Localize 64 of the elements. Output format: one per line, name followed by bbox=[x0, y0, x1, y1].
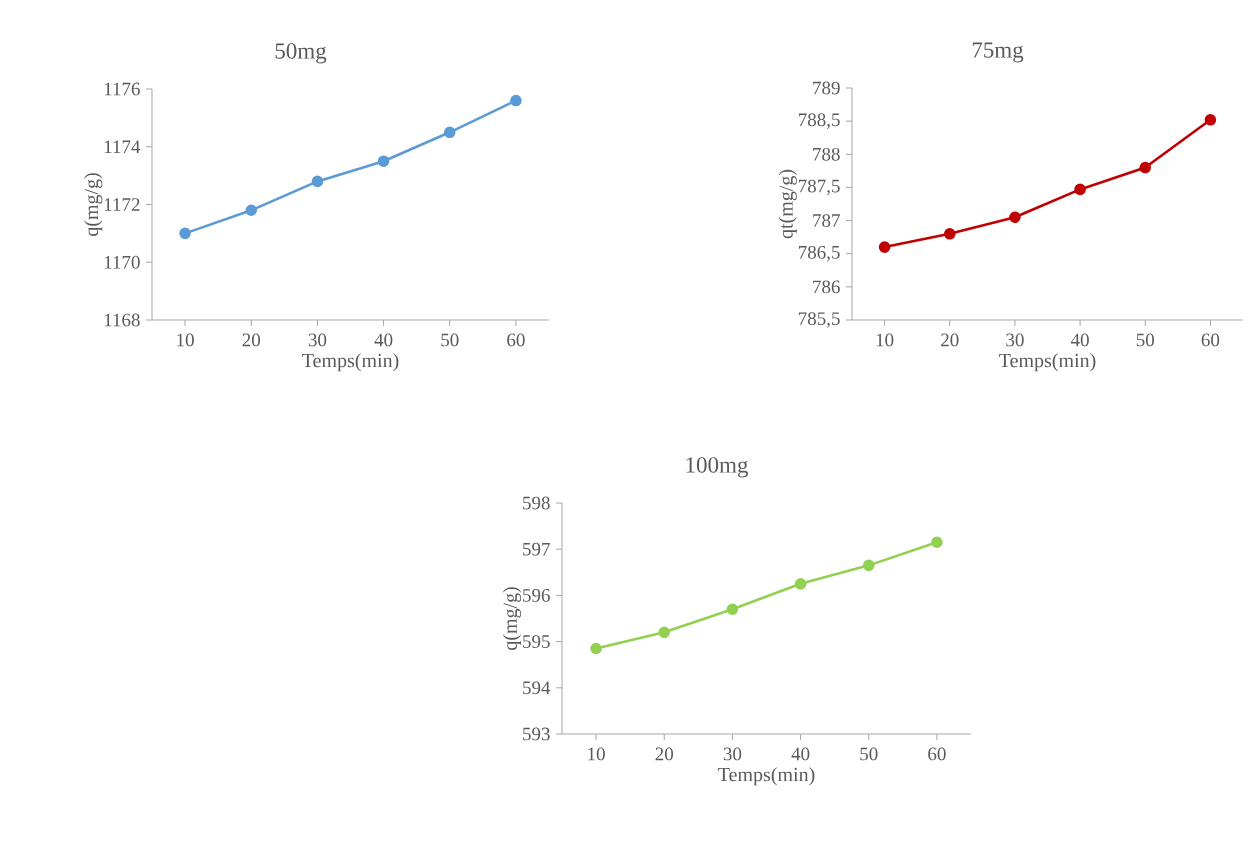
x-tick-label: 10 bbox=[876, 333, 894, 347]
x-tick-label: 20 bbox=[655, 747, 674, 761]
y-tick-label: 789 bbox=[813, 81, 840, 95]
y-tick-label: 1176 bbox=[104, 82, 140, 96]
point bbox=[931, 536, 943, 549]
y-tick-label: 1172 bbox=[104, 198, 140, 211]
point bbox=[862, 559, 875, 572]
y-tick-label: 786 bbox=[813, 280, 840, 294]
point bbox=[658, 626, 671, 639]
point bbox=[377, 155, 390, 167]
x-tick-label: 40 bbox=[1070, 333, 1089, 347]
point bbox=[590, 642, 602, 655]
x-tick-label: 20 bbox=[242, 333, 261, 347]
y-tick-label: 1168 bbox=[104, 313, 140, 327]
x-tick-label: 10 bbox=[588, 747, 605, 761]
y-tick-label: 788 bbox=[813, 147, 840, 161]
x-tick-label: 10 bbox=[177, 333, 194, 347]
point bbox=[1074, 183, 1086, 196]
point bbox=[179, 227, 191, 240]
x-tick-label: 40 bbox=[791, 747, 810, 761]
x-tick-label: 60 bbox=[1201, 333, 1220, 347]
y-tick-label: 787 bbox=[813, 214, 840, 227]
x-axis-title: Temps(min) bbox=[718, 767, 815, 786]
chart-title: 75mg bbox=[972, 42, 1024, 63]
x-axis-title: Temps(min) bbox=[999, 353, 1096, 372]
point bbox=[245, 204, 258, 217]
point bbox=[311, 175, 324, 188]
y-axis-title: q(mg/g) bbox=[502, 587, 522, 650]
y-tick-label: 787,5 bbox=[798, 179, 840, 196]
y-tick-label: 594 bbox=[523, 681, 551, 695]
x-tick-label: 30 bbox=[723, 747, 742, 761]
x-tick-label: 50 bbox=[441, 333, 459, 347]
y-tick-label: 598 bbox=[523, 496, 550, 510]
y-axis-title: qt(mg/g) bbox=[778, 169, 797, 239]
x-tick-label: 60 bbox=[507, 333, 525, 347]
point bbox=[1204, 114, 1217, 126]
point bbox=[1009, 211, 1021, 224]
y-tick-label: 593 bbox=[523, 727, 550, 741]
chart-title: 50mg bbox=[275, 43, 327, 64]
point bbox=[443, 126, 456, 139]
point bbox=[794, 578, 807, 590]
x-tick-label: 30 bbox=[308, 333, 327, 347]
y-tick-label: 785,5 bbox=[798, 312, 840, 328]
point bbox=[943, 228, 956, 240]
x-tick-label: 60 bbox=[928, 747, 946, 761]
y-tick-label: 1174 bbox=[104, 140, 141, 154]
y-tick-label: 1170 bbox=[104, 255, 140, 269]
x-tick-label: 50 bbox=[1136, 333, 1155, 347]
point bbox=[726, 603, 739, 616]
y-axis-title: q(mg/g) bbox=[84, 173, 103, 236]
chart-title: 100mg bbox=[686, 457, 749, 478]
y-tick-label: 788,5 bbox=[798, 113, 840, 129]
y-tick-label: 595 bbox=[523, 635, 550, 648]
y-tick-label: 596 bbox=[523, 589, 550, 602]
y-tick-label: 597 bbox=[523, 542, 550, 556]
y-tick-label: 786,5 bbox=[798, 245, 840, 262]
x-axis-title: Temps(min) bbox=[302, 353, 399, 372]
x-tick-label: 20 bbox=[941, 333, 959, 347]
x-tick-label: 30 bbox=[1006, 333, 1024, 347]
x-tick-label: 50 bbox=[860, 747, 878, 761]
point bbox=[510, 94, 522, 107]
x-tick-label: 40 bbox=[374, 333, 393, 347]
point bbox=[878, 241, 891, 253]
point bbox=[1139, 161, 1152, 174]
